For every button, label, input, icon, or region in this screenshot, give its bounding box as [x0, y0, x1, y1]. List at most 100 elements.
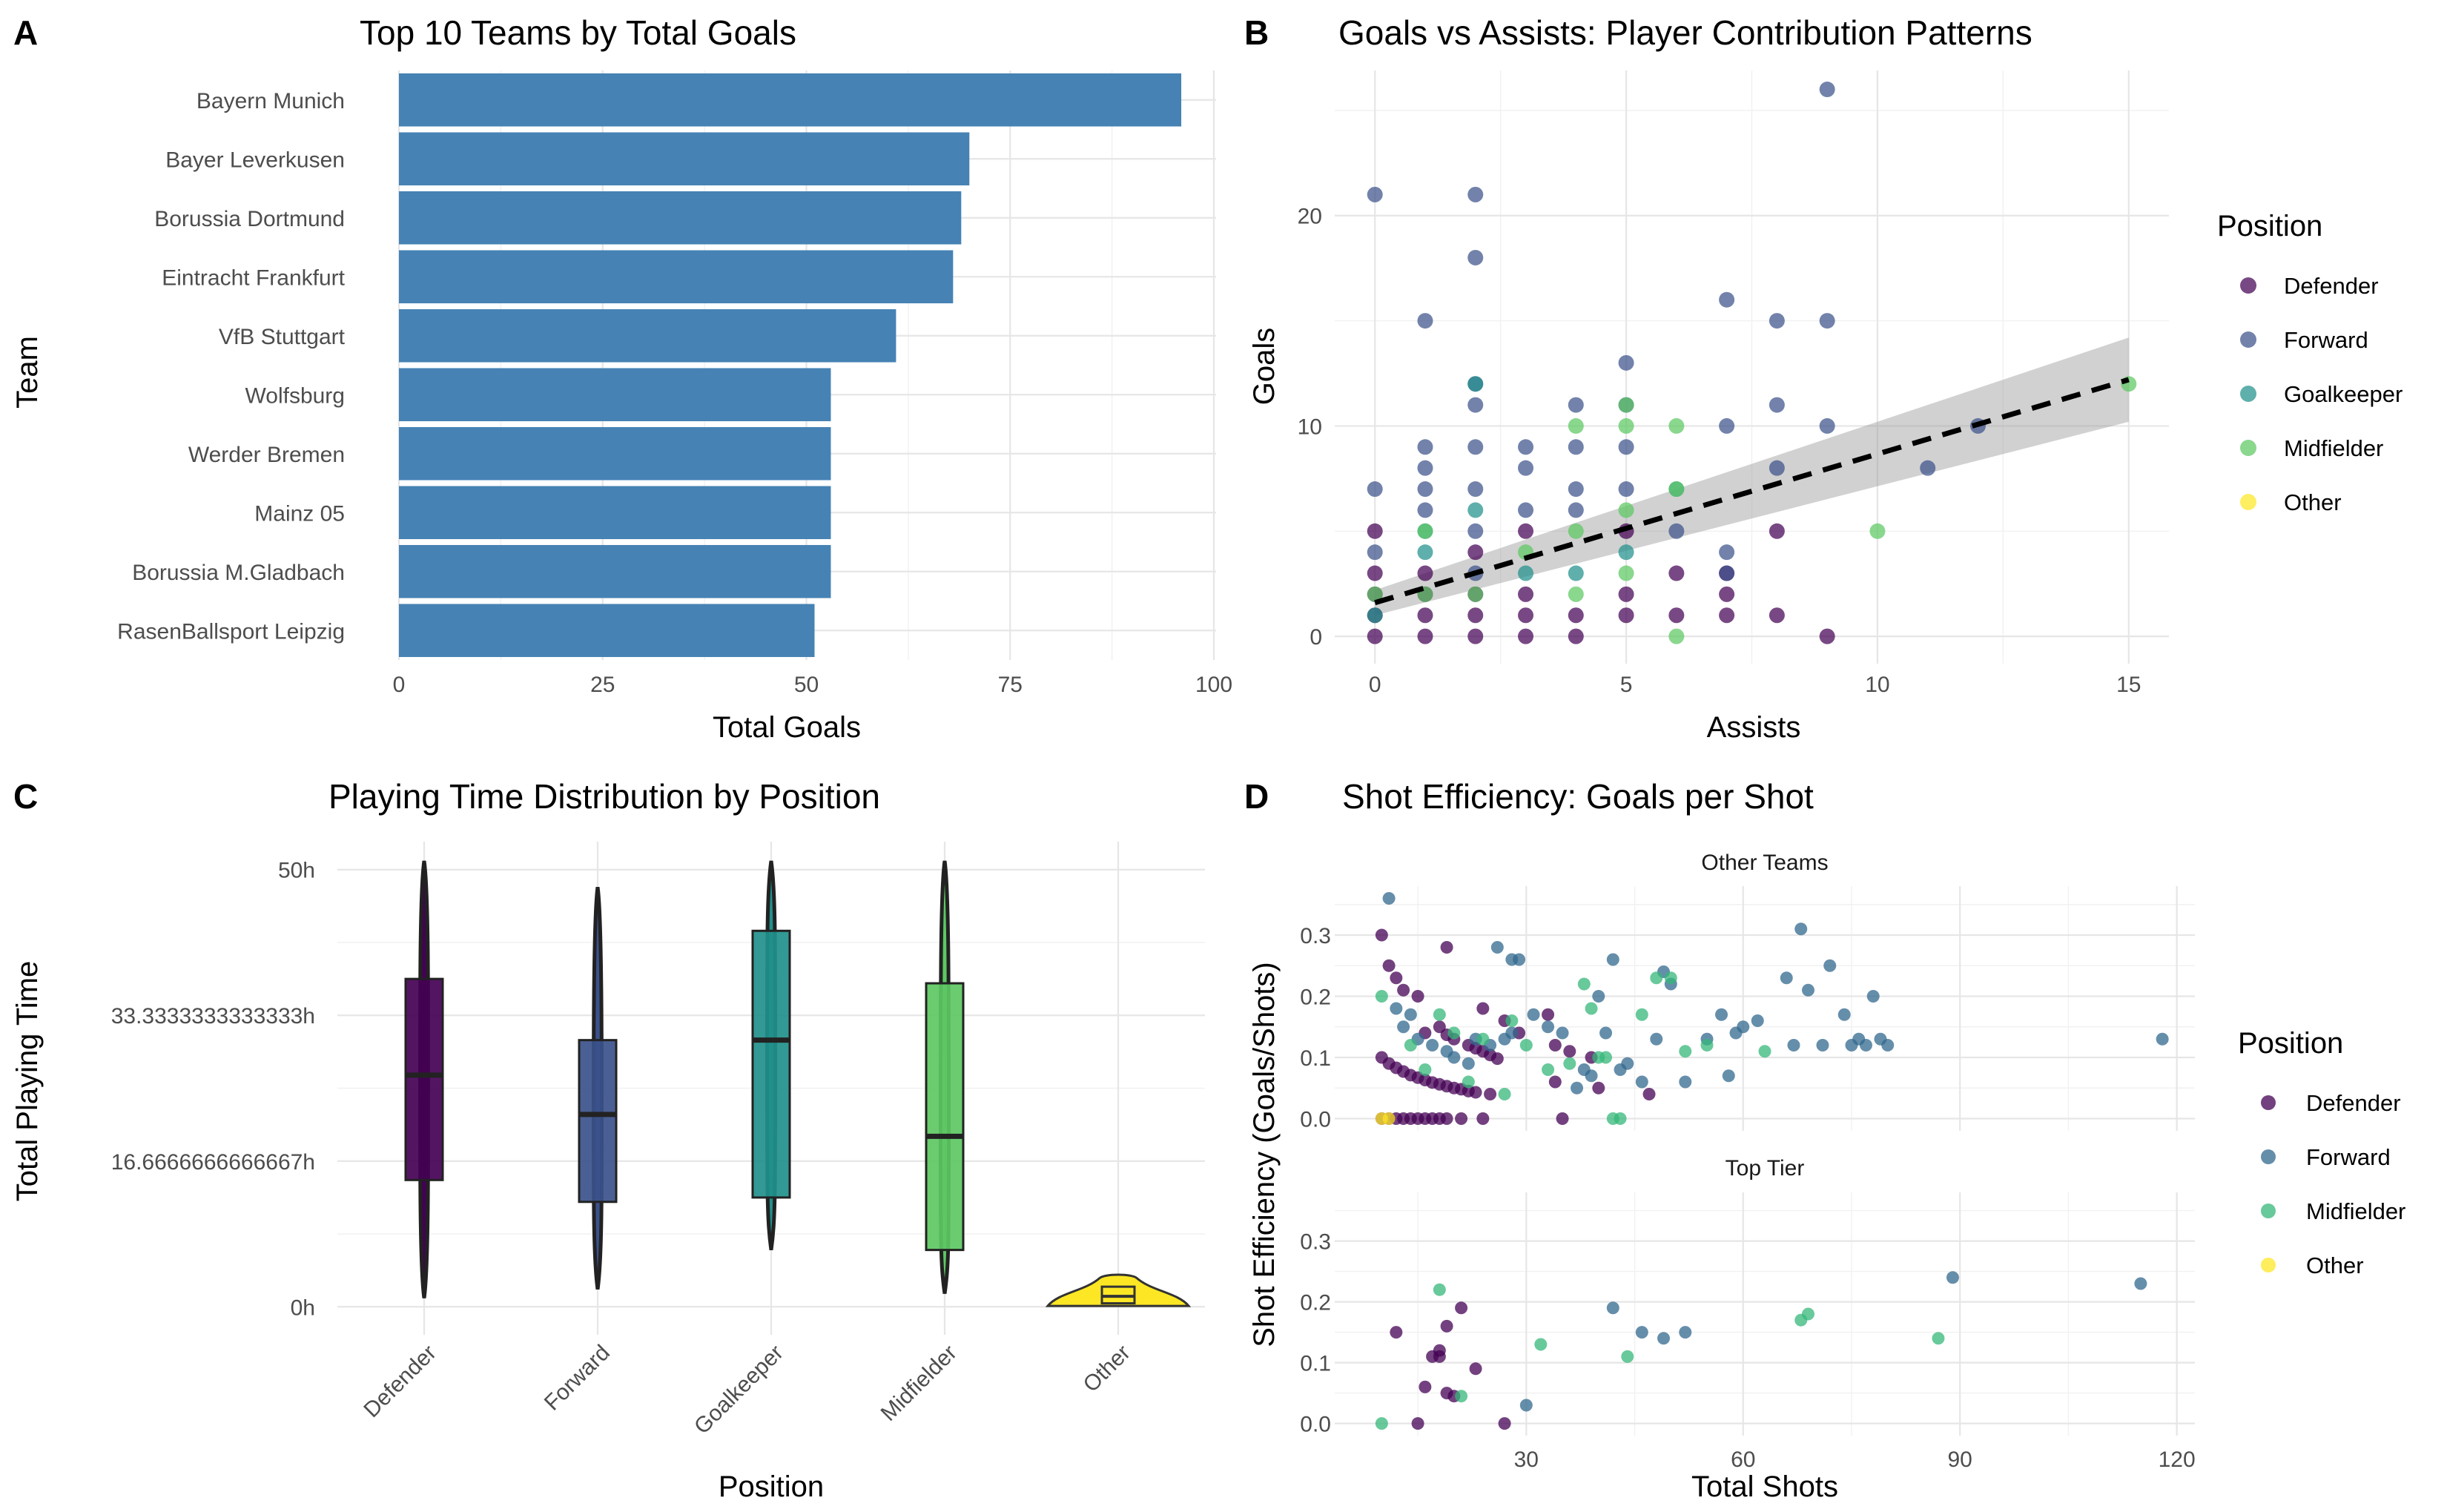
point-other-teams-forward-40	[1794, 922, 1808, 936]
x-tick-5: 5	[1620, 673, 1633, 697]
y-tick-top-tier-0: 0.0	[1300, 1413, 1331, 1437]
point-forward-4	[1417, 481, 1433, 498]
x-tick-midfielder: Midfielder	[876, 1341, 962, 1426]
category-label-borussia-dortmund: Borussia Dortmund	[154, 207, 345, 231]
point-other-teams-other-1	[1382, 1112, 1396, 1125]
point-other-teams-forward-22	[1592, 990, 1605, 1003]
point-goalkeeper-4	[1467, 376, 1484, 392]
point-other-teams-forward-33	[1715, 1008, 1728, 1021]
panel-d-y-axis-title: Shot Efficiency (Goals/Shots)	[1248, 962, 1281, 1347]
legend-label-midfielder: Midfielder	[2306, 1198, 2405, 1224]
point-other-teams-defender-51	[1642, 1088, 1656, 1100]
panel-d-grid	[1335, 886, 2195, 1436]
point-other-teams-midfielder-18	[1664, 971, 1677, 985]
point-other-teams-midfielder-4	[1447, 1026, 1461, 1040]
point-other-teams-defender-45	[1542, 1008, 1555, 1021]
point-top-tier-defender-0	[1390, 1326, 1403, 1339]
bar-rasenballsport-leipzig	[399, 604, 815, 658]
point-other-teams-midfielder-20	[1700, 1039, 1714, 1052]
y-tick-other-teams-2: 0.2	[1300, 986, 1331, 1010]
point-midfielder-14	[1668, 417, 1685, 434]
point-forward-2	[1367, 186, 1383, 202]
point-defender-22	[1668, 607, 1685, 624]
point-midfielder-2	[1417, 523, 1433, 539]
y-tick-top-tier-1: 0.1	[1300, 1352, 1331, 1376]
point-midfielder-5	[1568, 586, 1584, 602]
point-top-tier-forward-1	[1606, 1301, 1619, 1315]
point-other-teams-defender-25	[1469, 1086, 1482, 1099]
point-other-teams-defender-28	[1382, 959, 1396, 972]
panel-letter-c: C	[13, 777, 38, 816]
category-label-eintracht-frankfurt: Eintracht Frankfurt	[162, 265, 345, 290]
point-defender-0	[1367, 628, 1383, 644]
y-tick-0: 0h	[291, 1295, 315, 1320]
legend-label-defender: Defender	[2306, 1090, 2401, 1116]
y-tick-1: 16.6666666666667h	[111, 1150, 315, 1175]
point-other-teams-forward-42	[1816, 1039, 1829, 1052]
legend-label-midfielder: Midfielder	[2284, 435, 2383, 461]
point-other-teams-defender-52	[1548, 1075, 1562, 1089]
point-top-tier-defender-10	[1498, 1417, 1511, 1430]
x-tick-25: 25	[590, 673, 615, 697]
legend-key-other	[2261, 1258, 2276, 1272]
point-forward-1	[1367, 481, 1383, 498]
panel-letter-b: B	[1244, 13, 1269, 52]
x-tick-60: 60	[1731, 1447, 1755, 1472]
panel-b: B Goals vs Assists: Player Contribution …	[1244, 13, 2403, 744]
point-defender-3	[1367, 565, 1383, 581]
panel-letter-d: D	[1244, 777, 1269, 816]
point-other-teams-forward-16	[1527, 1008, 1540, 1021]
point-forward-3	[1417, 502, 1433, 518]
point-midfielder-7	[1568, 417, 1584, 434]
point-other-teams-forward-3	[1404, 1008, 1417, 1021]
point-other-teams-forward-27	[1635, 1075, 1648, 1089]
point-other-teams-forward-44	[1837, 1008, 1851, 1021]
point-forward-21	[1568, 439, 1584, 455]
panel-d-x-tick-labels: 30 60 90 120	[1514, 1447, 2196, 1472]
point-other-teams-forward-2	[1397, 1020, 1410, 1034]
point-forward-29	[1719, 544, 1735, 561]
point-other-teams-defender-47	[1563, 1045, 1576, 1058]
point-other-teams-forward-39	[1787, 1039, 1800, 1052]
category-label-mainz-05: Mainz 05	[254, 501, 345, 526]
category-label-bayern-munich: Bayern Munich	[197, 89, 345, 113]
point-forward-18	[1518, 439, 1534, 455]
point-forward-38	[1920, 460, 1936, 476]
point-top-tier-defender-11	[1419, 1380, 1432, 1393]
bar-vfb-stuttgart	[399, 308, 896, 363]
y-tick-10: 10	[1298, 415, 1322, 439]
y-tick-top-tier-2: 0.2	[1300, 1291, 1331, 1315]
point-other-teams-forward-24	[1606, 953, 1619, 966]
point-forward-20	[1568, 481, 1584, 498]
point-other-teams-midfielder-21	[1758, 1045, 1771, 1058]
point-other-teams-forward-7	[1447, 1051, 1461, 1064]
point-forward-28	[1719, 565, 1735, 581]
x-tick-defender: Defender	[359, 1341, 441, 1423]
legend-label-forward: Forward	[2306, 1144, 2391, 1170]
point-other-teams-defender-11	[1476, 1112, 1490, 1125]
point-other-teams-midfielder-7	[1498, 1088, 1511, 1100]
category-label-vfb-stuttgart: VfB Stuttgart	[219, 325, 346, 349]
point-goalkeeper-0	[1367, 607, 1383, 624]
bar-mainz-05	[399, 486, 831, 540]
y-tick-other-teams-3: 0.3	[1300, 924, 1331, 948]
x-tick-120: 120	[2159, 1447, 2196, 1472]
point-other-teams-defender-30	[1397, 983, 1410, 997]
point-defender-9	[1467, 628, 1484, 644]
panel-c-x-axis-title: Position	[719, 1470, 824, 1503]
point-other-teams-defender-42	[1476, 1002, 1490, 1015]
point-forward-32	[1769, 460, 1785, 476]
panel-c-title: Playing Time Distribution by Position	[328, 777, 880, 816]
point-other-teams-defender-27	[1375, 928, 1388, 942]
point-goalkeeper-6	[1568, 565, 1584, 581]
point-other-teams-forward-31	[1679, 1075, 1692, 1089]
point-forward-37	[1819, 82, 1835, 98]
point-top-tier-forward-5	[1946, 1271, 1959, 1284]
panel-a-title: Top 10 Teams by Total Goals	[360, 13, 796, 52]
point-other-teams-forward-0	[1382, 892, 1396, 905]
y-tick-3: 50h	[278, 859, 315, 883]
legend-key-forward	[2240, 331, 2256, 348]
point-other-teams-defender-49	[1556, 1112, 1569, 1125]
bar-werder-bremen	[399, 426, 831, 481]
